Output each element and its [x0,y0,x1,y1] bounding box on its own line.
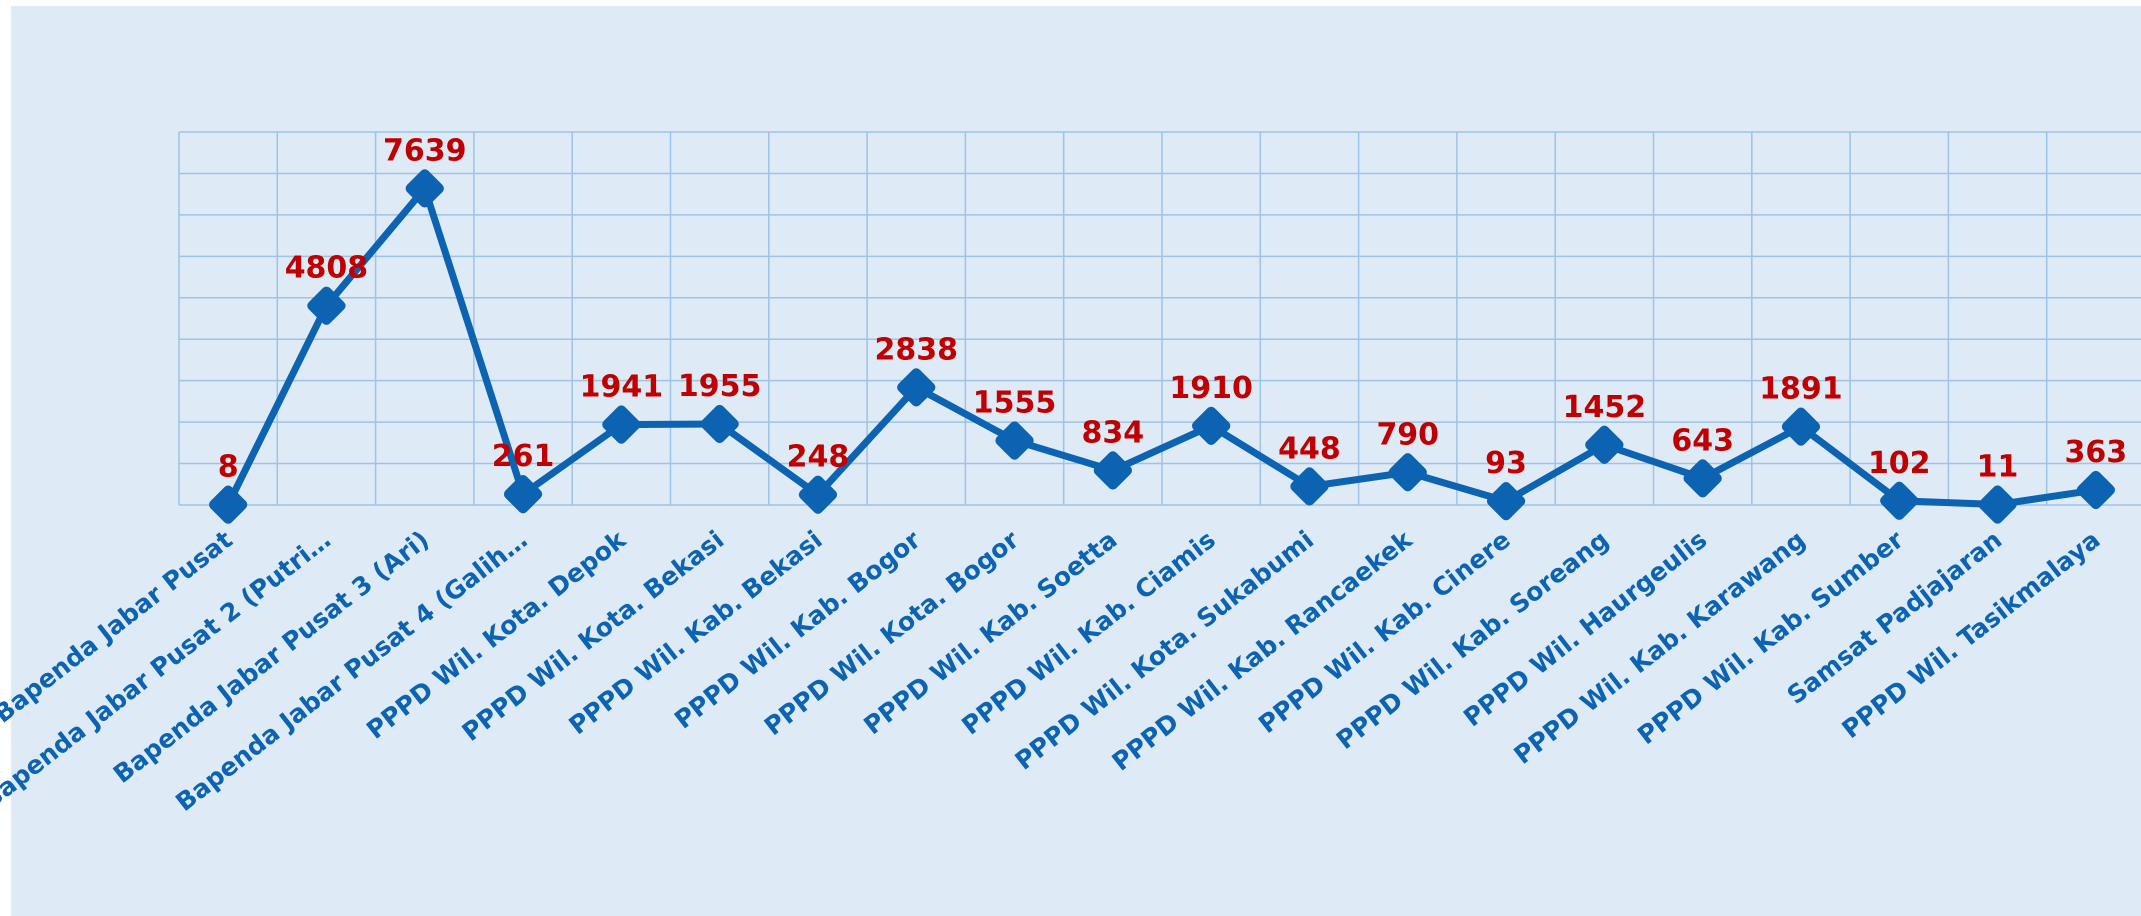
data-label: 448 [1278,431,1341,466]
marker [995,421,1034,460]
data-label: 102 [1868,446,1931,481]
data-label: 2838 [875,332,959,367]
data-label: 8 [218,450,239,485]
marker [1880,481,1919,520]
data-label: 834 [1082,415,1145,450]
data-label: 790 [1376,417,1439,452]
marker [503,475,543,514]
marker [798,475,838,514]
data-label: 1955 [678,369,762,404]
marker [602,405,641,444]
marker [1486,482,1526,521]
marker [405,169,444,208]
line [225,184,2097,509]
data-label: 1941 [580,370,664,405]
data-label: 11 [1977,450,2019,485]
data-label: 1452 [1563,390,1647,425]
marker [1781,407,1821,446]
data-label: 248 [787,440,850,475]
marker [700,404,739,444]
data-label: 1891 [1759,372,1843,407]
marker [1683,459,1722,498]
data-label: 643 [1671,423,1734,458]
marker [2076,470,2115,510]
marker [1585,425,1624,464]
data-label: 4808 [285,251,369,286]
marker [1192,406,1231,445]
data-label: 1910 [1169,371,1253,406]
marker [1978,485,2017,524]
data-label: 93 [1485,446,1527,481]
marker [897,368,936,407]
marker [1388,453,1427,492]
data-label: 363 [2065,435,2128,470]
data-label: 7639 [383,133,467,168]
marker [1290,467,1329,506]
data-label: 261 [492,439,555,474]
marker [1093,451,1132,490]
marker [209,485,248,524]
marker [307,286,346,325]
data-label: 1555 [973,386,1057,421]
